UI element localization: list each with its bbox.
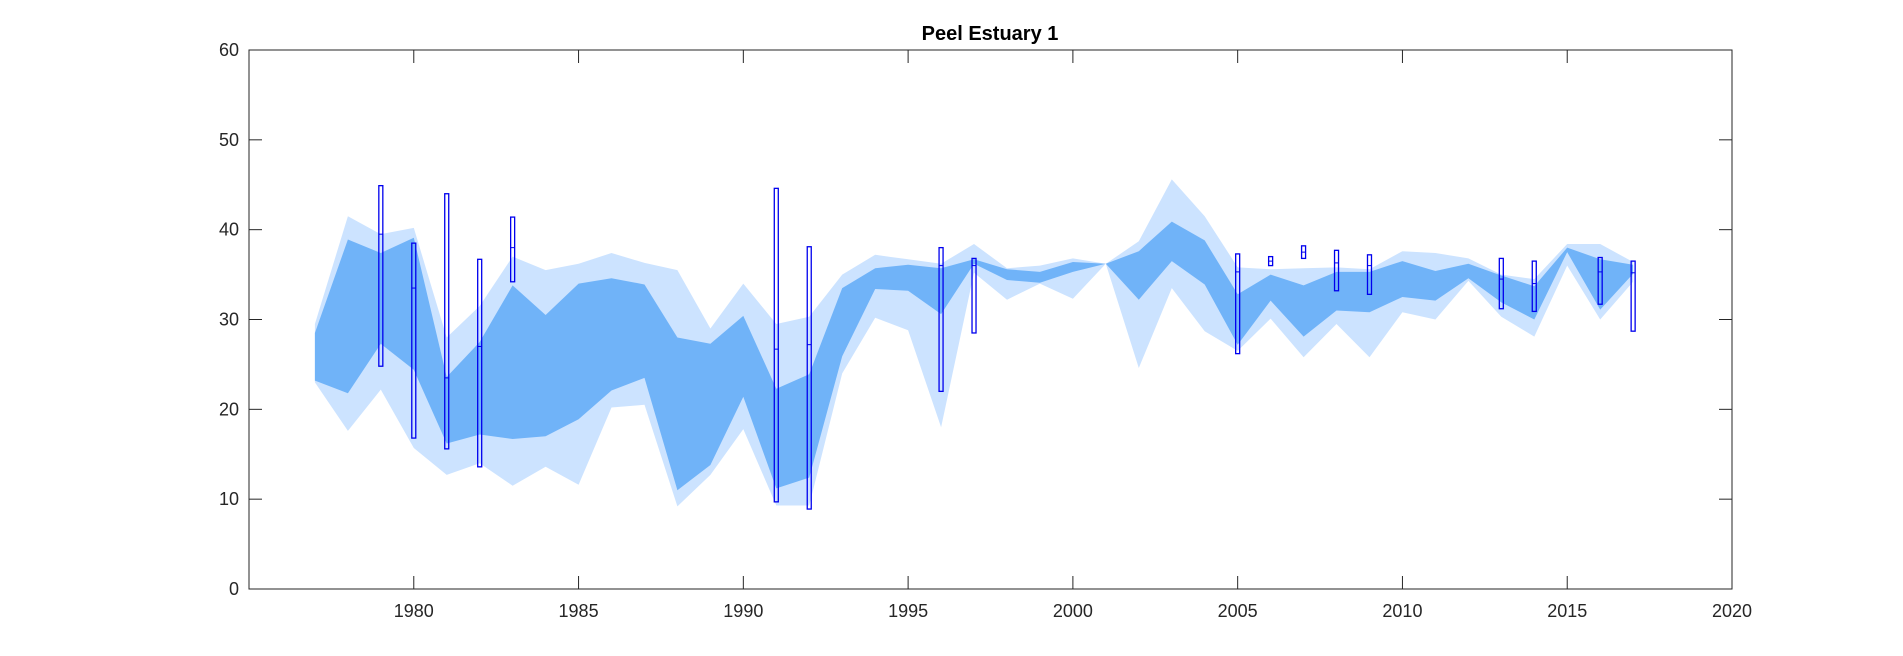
y-tick-label-20: 20	[219, 399, 239, 419]
box-1996	[938, 246, 944, 393]
box-2009	[1366, 254, 1373, 295]
box-1991	[773, 187, 779, 503]
y-tick-label-40: 40	[219, 220, 239, 240]
box-2008	[1333, 249, 1340, 292]
y-tick-label-0: 0	[229, 579, 239, 599]
x-tick-label-2015: 2015	[1547, 601, 1587, 621]
x-tick-label-2000: 2000	[1053, 601, 1093, 621]
box-1979	[378, 184, 384, 367]
box-2014	[1531, 260, 1537, 313]
box-2005	[1235, 253, 1241, 355]
x-tick-label-1980: 1980	[394, 601, 434, 621]
box-2016	[1597, 256, 1603, 305]
box-1981	[444, 193, 450, 450]
y-tick-label-10: 10	[219, 489, 239, 509]
x-tick-label-1985: 1985	[559, 601, 599, 621]
box-1983	[509, 216, 516, 283]
box-1997	[971, 257, 977, 334]
box-1992	[806, 246, 812, 510]
x-tick-label-2010: 2010	[1382, 601, 1422, 621]
box-1980	[411, 242, 417, 439]
box-1982	[477, 258, 483, 468]
box-2013	[1498, 257, 1504, 310]
inner-range-band	[314, 221, 1634, 491]
y-tick-label-60: 60	[219, 40, 239, 60]
y-tick-label-50: 50	[219, 130, 239, 150]
x-tick-label-2020: 2020	[1712, 601, 1752, 621]
x-tick-label-1990: 1990	[723, 601, 763, 621]
plot-area: 1980 1985 1990 1995 2000 2005 2010 2015 2020 0 10 2…	[219, 40, 1752, 621]
y-tick-label-30: 30	[219, 310, 239, 330]
x-tick-label-1995: 1995	[888, 601, 928, 621]
chart-title: Peel Estuary 1	[922, 23, 1059, 45]
box-2017	[1630, 260, 1636, 332]
x-tick-label-2005: 2005	[1218, 601, 1258, 621]
